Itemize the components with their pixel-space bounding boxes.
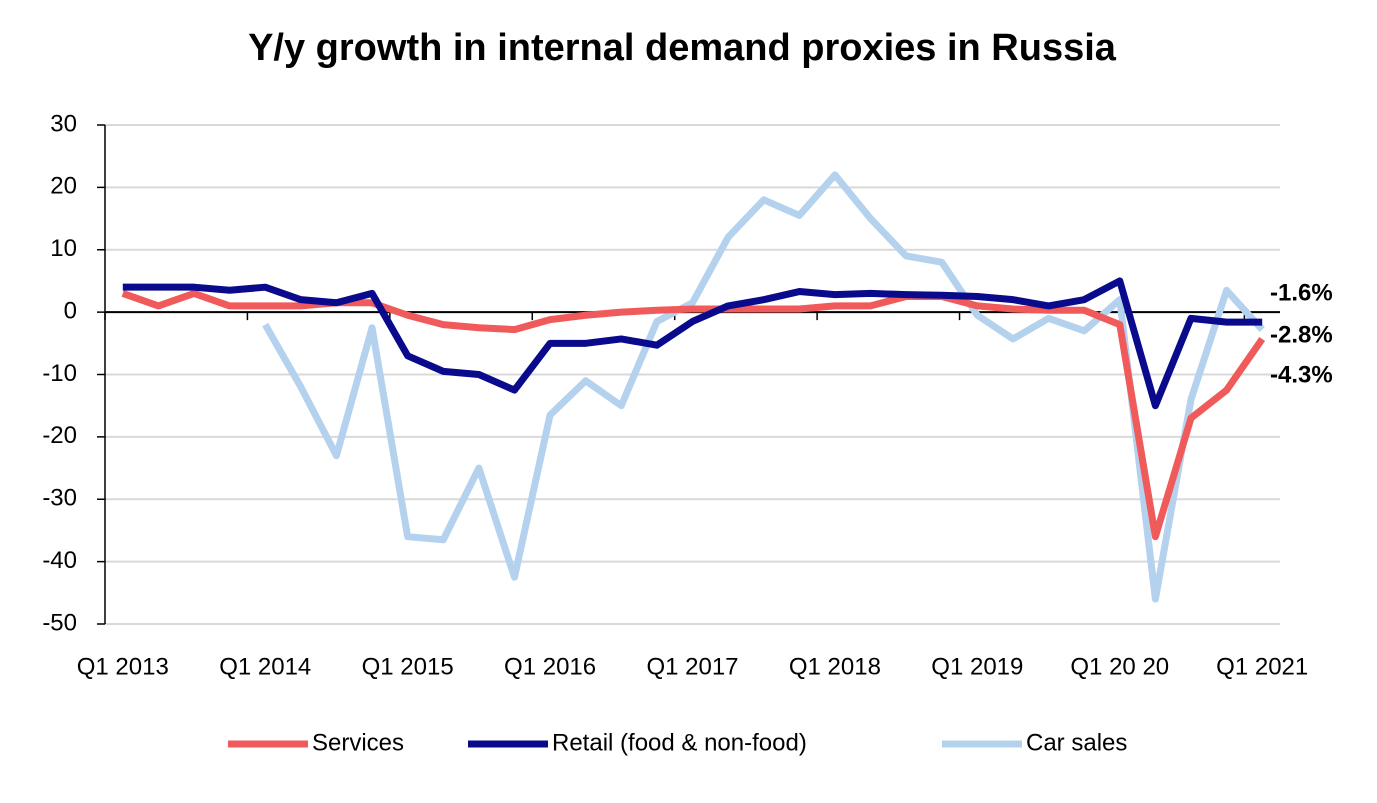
legend-label: Services	[312, 729, 404, 756]
legend-label: Car sales	[1026, 729, 1127, 756]
legend-label: Retail (food & non-food)	[552, 729, 807, 756]
y-tick-label: -50	[42, 609, 77, 636]
x-tick-label: Q1 2017	[646, 653, 738, 680]
x-tick-label: Q1 2015	[362, 653, 454, 680]
series-line	[262, 171, 1265, 603]
y-tick-label: -40	[42, 547, 77, 574]
x-tick-label: Q1 2021	[1216, 653, 1308, 680]
x-tick-label: Q1 2019	[931, 653, 1023, 680]
x-tick-label: Q1 2013	[77, 653, 169, 680]
y-tick-label: 10	[50, 235, 77, 262]
y-tick-label: 20	[50, 173, 77, 200]
series-line	[122, 277, 1263, 410]
y-tick-label: 0	[64, 297, 77, 324]
chart-title: Y/y growth in internal demand proxies in…	[248, 27, 1117, 69]
end-label: -4.3%	[1270, 361, 1333, 388]
end-label: -1.6%	[1270, 279, 1333, 306]
y-tick-label: 30	[50, 110, 77, 137]
series-line	[121, 289, 1266, 541]
end-label: -2.8%	[1270, 321, 1333, 348]
x-tick-label: Q1 2018	[789, 653, 881, 680]
x-tick-label: Q1 2016	[504, 653, 596, 680]
y-tick-label: -20	[42, 422, 77, 449]
y-tick-label: -30	[42, 485, 77, 512]
x-tick-label: Q1 20 20	[1070, 653, 1169, 680]
x-tick-label: Q1 2014	[219, 653, 311, 680]
y-tick-label: -10	[42, 360, 77, 387]
